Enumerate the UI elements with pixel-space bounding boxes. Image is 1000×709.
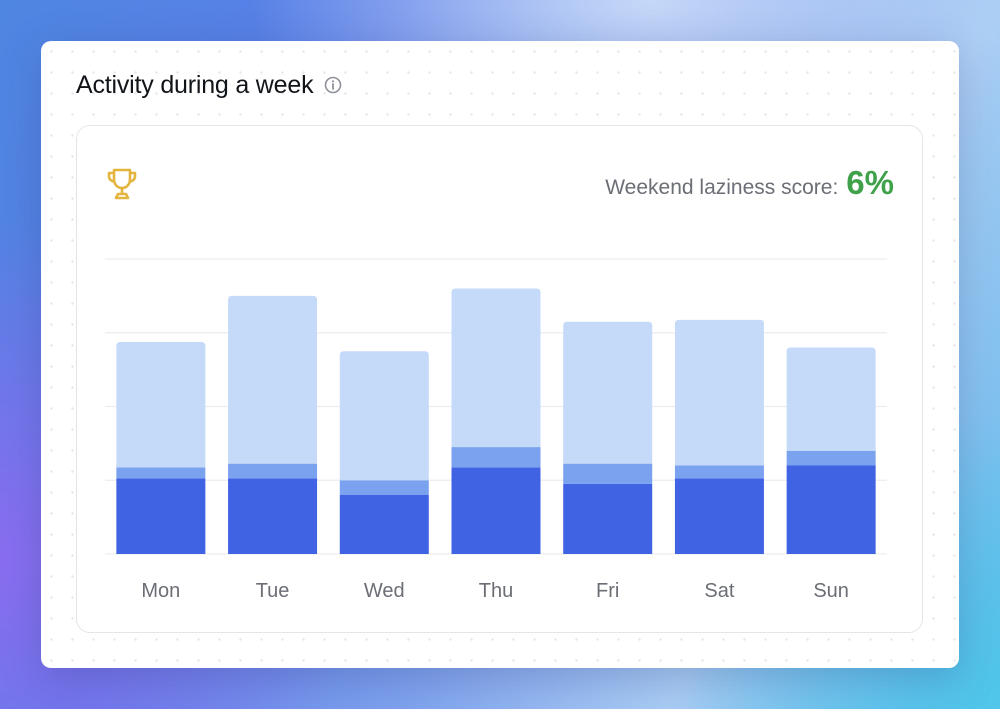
weekend-score: Weekend laziness score: 6% [605, 164, 894, 202]
card-header: Activity during a week [76, 69, 343, 101]
bar-thu-segment-2[interactable] [451, 447, 541, 468]
weekly-activity-chart: Mon Tue Wed Thu Fri Sat Sun [105, 258, 887, 602]
chart-panel: Weekend laziness score: 6% Mon Tue Wed Thu F… [76, 125, 923, 633]
x-tick-sat: Sat [704, 580, 734, 602]
x-tick-tue: Tue [256, 580, 290, 602]
bar-thu-segment-1[interactable] [451, 467, 541, 554]
bar-tue-segment-1[interactable] [228, 478, 318, 554]
x-tick-thu: Thu [479, 580, 513, 602]
bar-sat-segment-1[interactable] [674, 478, 764, 554]
score-value: 6% [846, 164, 894, 201]
bar-fri-segment-2[interactable] [563, 463, 653, 484]
x-tick-mon: Mon [141, 580, 180, 602]
bar-wed-segment-1[interactable] [339, 495, 429, 554]
bar-sun-segment-2[interactable] [786, 450, 876, 466]
bar-mon-segment-2[interactable] [116, 467, 206, 479]
card-title: Activity during a week [76, 70, 314, 99]
x-tick-fri: Fri [596, 580, 619, 602]
bar-mon-segment-3[interactable] [116, 341, 206, 468]
bar-tue-segment-3[interactable] [228, 295, 318, 464]
bar-sun-segment-1[interactable] [786, 465, 876, 555]
bar-thu-segment-3[interactable] [451, 288, 541, 448]
bar-tue-segment-2[interactable] [228, 463, 318, 479]
bar-fri-segment-3[interactable] [563, 321, 653, 464]
x-tick-sun: Sun [813, 580, 849, 602]
info-circle-icon[interactable] [323, 75, 343, 95]
bar-fri-segment-1[interactable] [563, 483, 653, 554]
bar-mon-segment-1[interactable] [116, 478, 206, 554]
trophy-icon [105, 166, 139, 202]
bar-sat-segment-2[interactable] [674, 465, 764, 479]
score-label: Weekend laziness score: [605, 176, 839, 199]
bar-sun-segment-3[interactable] [786, 347, 876, 451]
bar-wed-segment-2[interactable] [339, 480, 429, 495]
x-tick-wed: Wed [364, 580, 405, 602]
bar-sat-segment-3[interactable] [674, 319, 764, 466]
bar-wed-segment-3[interactable] [339, 351, 429, 481]
activity-card: Activity during a week Weekend laziness … [41, 41, 959, 668]
